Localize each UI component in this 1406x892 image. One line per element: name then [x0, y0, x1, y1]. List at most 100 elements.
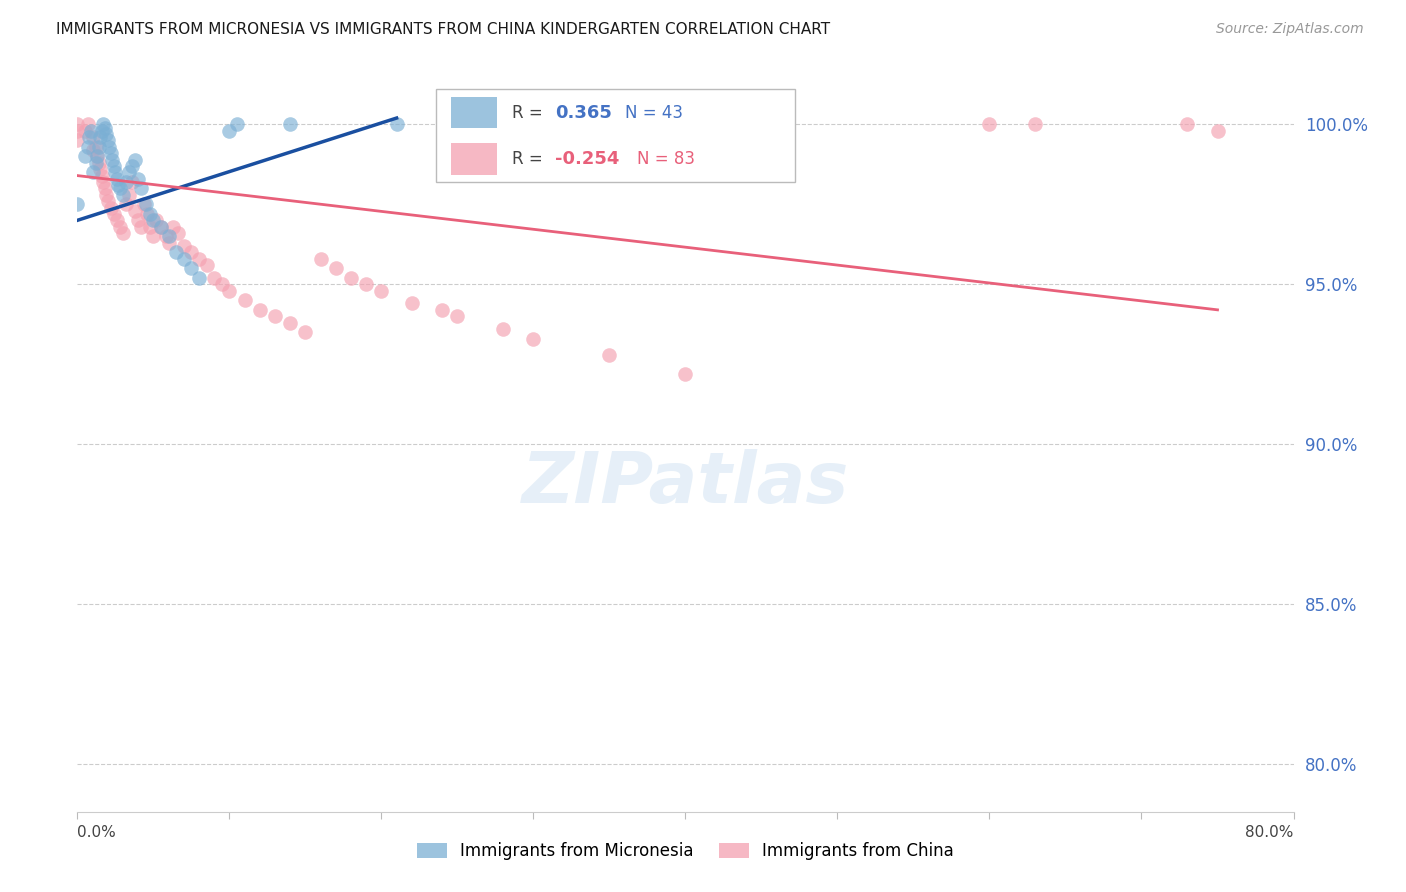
Point [118, 165, 141, 179]
Text: R =: R = [512, 150, 547, 168]
Point [66, 197, 89, 211]
Point [1024, 118, 1046, 132]
Point [82, 143, 104, 157]
Point [82, 130, 104, 145]
Point [325, 261, 347, 276]
Point [354, 277, 377, 292]
Point [86, 149, 108, 163]
Point [90, 124, 112, 138]
Point [195, 258, 218, 272]
Point [100, 201, 122, 215]
Point [115, 197, 138, 211]
Text: N = 43: N = 43 [624, 103, 683, 121]
Point [121, 159, 143, 173]
Point [73, 124, 96, 138]
Point [90, 169, 112, 183]
Point [111, 226, 134, 240]
FancyBboxPatch shape [436, 89, 794, 182]
Point [66, 118, 89, 132]
Point [80, 124, 103, 138]
Point [104, 165, 127, 179]
Point [188, 271, 211, 285]
Text: Source: ZipAtlas.com: Source: ZipAtlas.com [1216, 22, 1364, 37]
Point [492, 322, 515, 336]
Point [1206, 124, 1229, 138]
Point [157, 229, 180, 244]
Point [233, 293, 256, 308]
Point [98, 140, 121, 154]
Point [135, 197, 157, 211]
Text: ZIPatlas: ZIPatlas [522, 450, 849, 518]
Point [134, 197, 156, 211]
Text: 0.365: 0.365 [555, 103, 612, 121]
Point [124, 203, 146, 218]
Point [432, 302, 454, 317]
Point [82, 165, 104, 179]
Point [294, 325, 316, 339]
Point [1175, 118, 1198, 132]
Point [370, 284, 392, 298]
Point [107, 178, 129, 193]
Point [139, 219, 162, 234]
Point [101, 153, 124, 167]
Point [87, 156, 110, 170]
Point [105, 171, 128, 186]
Point [149, 219, 172, 234]
Point [278, 316, 301, 330]
Point [124, 153, 146, 167]
Point [103, 207, 125, 221]
Point [129, 219, 152, 234]
Point [142, 213, 165, 227]
Text: R =: R = [512, 103, 547, 121]
Point [77, 140, 100, 154]
Point [675, 367, 697, 381]
Point [91, 118, 114, 132]
Point [108, 219, 131, 234]
Point [89, 162, 111, 177]
Point [202, 271, 225, 285]
Point [180, 261, 202, 276]
Point [84, 156, 107, 170]
Point [127, 213, 149, 227]
Point [446, 310, 468, 324]
Point [79, 130, 101, 145]
Point [162, 219, 184, 234]
Point [93, 120, 115, 135]
Point [86, 149, 108, 163]
Point [121, 175, 143, 189]
Point [278, 118, 301, 132]
Point [165, 245, 187, 260]
Point [218, 284, 240, 298]
Point [111, 187, 134, 202]
Point [166, 226, 188, 240]
Point [127, 171, 149, 186]
Point [157, 235, 180, 250]
Point [211, 277, 233, 292]
Text: N = 83: N = 83 [637, 150, 695, 168]
Point [218, 124, 240, 138]
Point [89, 130, 111, 145]
Point [149, 219, 172, 234]
Point [340, 271, 363, 285]
Point [249, 302, 271, 317]
Point [173, 252, 195, 266]
Point [136, 207, 159, 221]
Point [598, 348, 620, 362]
Point [979, 118, 1001, 132]
Point [66, 124, 89, 138]
Point [129, 181, 152, 195]
Point [180, 245, 202, 260]
Point [96, 187, 118, 202]
Point [145, 213, 167, 227]
Point [142, 229, 165, 244]
Point [87, 140, 110, 154]
Point [385, 118, 408, 132]
Point [77, 118, 100, 132]
Text: 80.0%: 80.0% [1246, 825, 1294, 840]
Point [401, 296, 423, 310]
Point [103, 159, 125, 173]
Point [97, 133, 120, 147]
Text: 0.0%: 0.0% [77, 825, 117, 840]
Point [73, 149, 96, 163]
Point [118, 187, 141, 202]
